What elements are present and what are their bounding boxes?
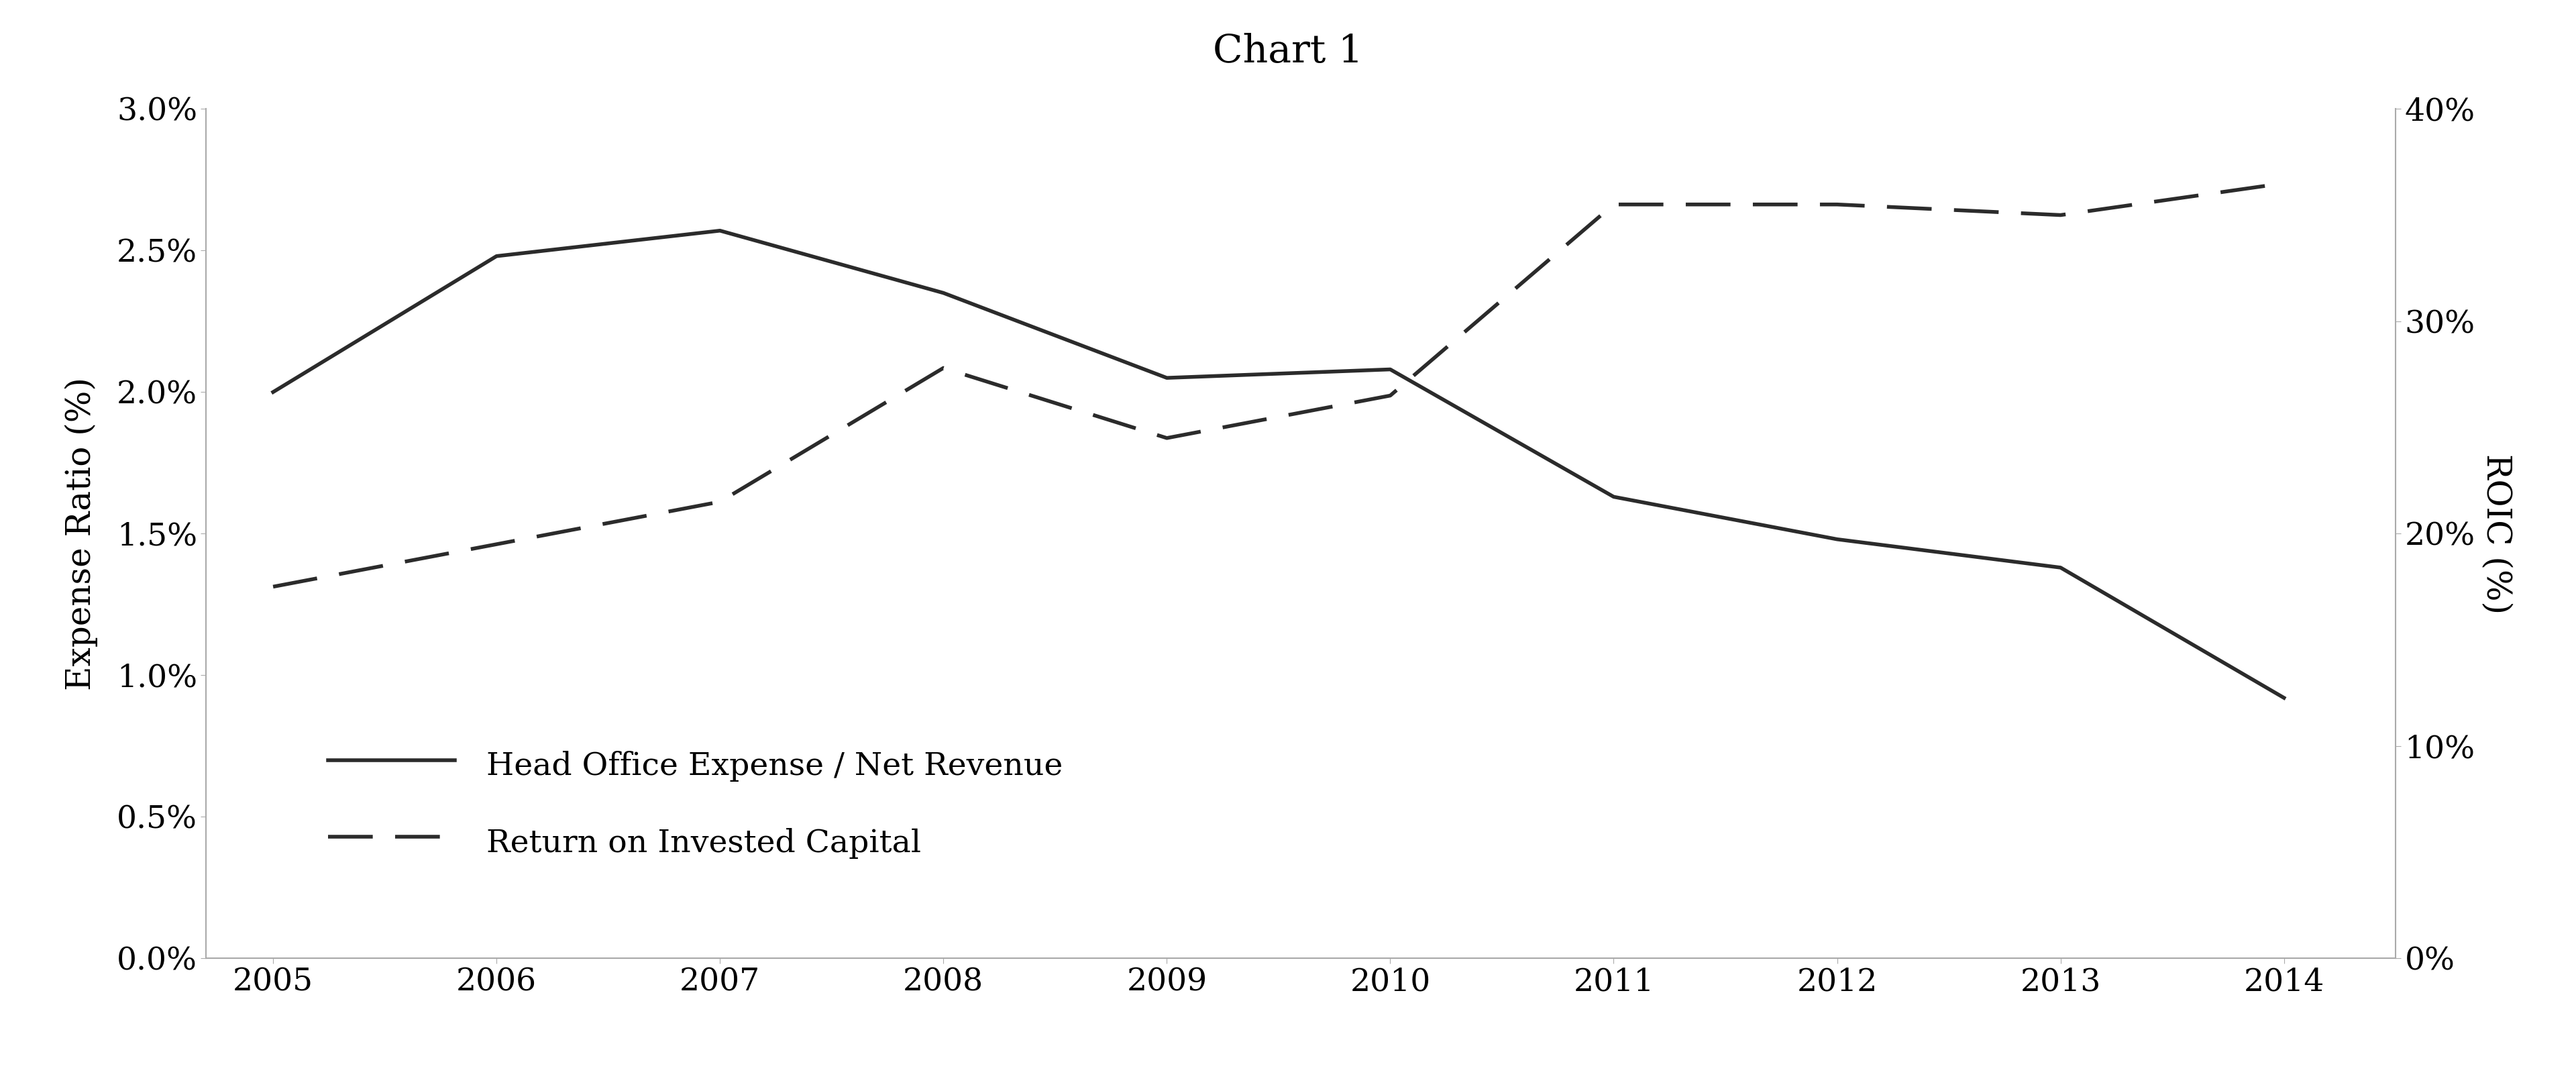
Return on Invested Capital xyxy=(2269,176,2300,189)
Return on Invested Capital xyxy=(1597,198,1628,211)
Head Office Expense / Net Revenue xyxy=(2045,561,2076,574)
Return on Invested Capital xyxy=(482,538,513,551)
Line: Head Office Expense / Net Revenue: Head Office Expense / Net Revenue xyxy=(273,231,2285,698)
Head Office Expense / Net Revenue xyxy=(1821,533,1852,546)
Head Office Expense / Net Revenue xyxy=(1151,371,1182,384)
Return on Invested Capital xyxy=(927,362,958,375)
Head Office Expense / Net Revenue xyxy=(2269,692,2300,705)
Head Office Expense / Net Revenue xyxy=(482,249,513,262)
Head Office Expense / Net Revenue xyxy=(258,386,289,399)
Head Office Expense / Net Revenue xyxy=(703,224,734,237)
Return on Invested Capital xyxy=(258,580,289,594)
Y-axis label: ROIC (%): ROIC (%) xyxy=(2478,453,2512,614)
Text: Chart 1: Chart 1 xyxy=(1213,33,1363,71)
Return on Invested Capital xyxy=(703,495,734,509)
Head Office Expense / Net Revenue xyxy=(927,286,958,299)
Return on Invested Capital xyxy=(2045,209,2076,222)
Return on Invested Capital xyxy=(1821,198,1852,211)
Head Office Expense / Net Revenue xyxy=(1597,490,1628,503)
Return on Invested Capital xyxy=(1376,389,1406,402)
Line: Return on Invested Capital: Return on Invested Capital xyxy=(273,183,2285,587)
Head Office Expense / Net Revenue xyxy=(1376,363,1406,376)
Y-axis label: Expense Ratio (%): Expense Ratio (%) xyxy=(64,377,98,690)
Return on Invested Capital xyxy=(1151,431,1182,444)
Legend: Head Office Expense / Net Revenue, Return on Invested Capital: Head Office Expense / Net Revenue, Retur… xyxy=(317,733,1077,873)
